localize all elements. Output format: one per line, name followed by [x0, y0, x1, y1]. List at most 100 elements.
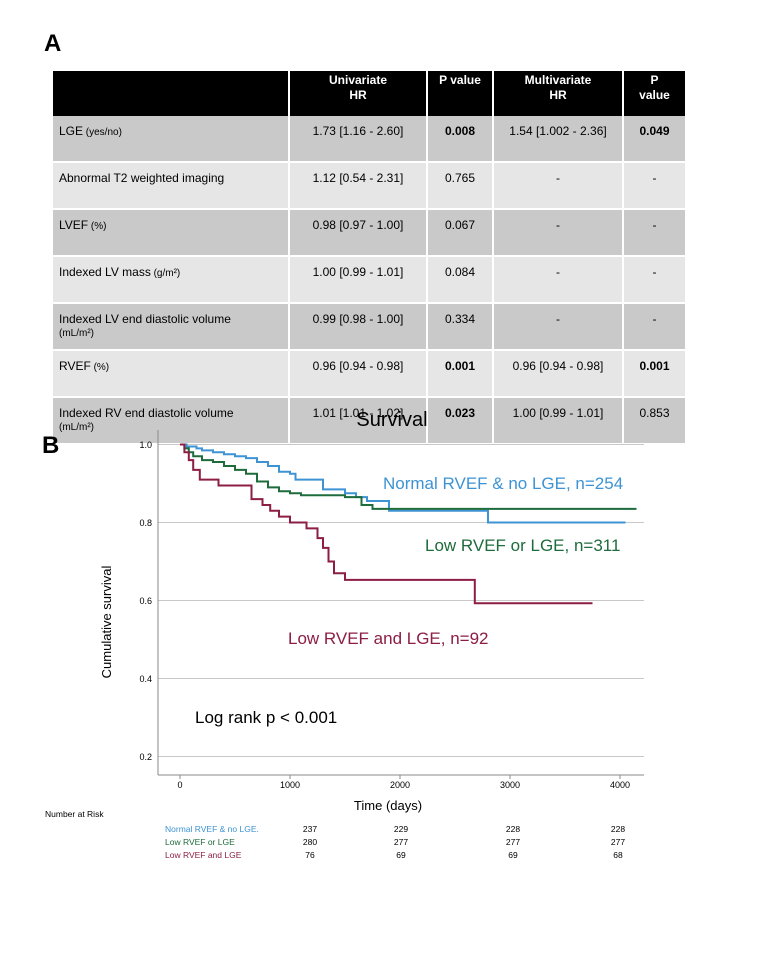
panel-label-b: B	[42, 432, 60, 459]
y-axis-label: Cumulative survival	[99, 566, 114, 679]
risk-count: 229	[393, 824, 409, 834]
multivariate-p-cell: 0.049	[623, 116, 685, 163]
chart-title: Survival	[356, 409, 427, 431]
row-label: LVEF	[59, 218, 89, 232]
multivariate-hr-cell: 0.96 [0.94 - 0.98]	[493, 350, 624, 398]
header-univariate-hr: Univariate HR	[289, 71, 428, 116]
row-label-cell: Indexed RV end diastolic volume (mL/m²)	[53, 397, 290, 445]
header-multivariate-p: P value	[623, 71, 685, 116]
risk-row-label: Low RVEF and LGE	[165, 850, 242, 860]
table-row: Indexed LV end diastolic volume (mL/m²) 0.…	[53, 303, 685, 351]
univariate-hr-cell: 1.12 [0.54 - 2.31]	[289, 162, 428, 210]
survival-curve-1	[180, 443, 637, 510]
panel-label-a: A	[44, 30, 62, 57]
x-tick-label: 1000	[280, 780, 300, 790]
table-header-row: Univariate HR P value Multivariate HR P …	[53, 71, 685, 116]
univariate-hr-cell: 1.01 [1.01 - 1.02]	[289, 397, 428, 445]
row-label-cell: LVEF (%)	[53, 209, 290, 257]
multivariate-p-cell: -	[623, 303, 685, 351]
multivariate-hr-cell: -	[493, 303, 624, 351]
risk-table-title: Number at Risk	[45, 809, 104, 819]
risk-count: 277	[393, 837, 409, 847]
header-variable	[53, 71, 290, 116]
table-row: Indexed LV mass (g/m²) 1.00 [0.99 - 1.01]…	[53, 256, 685, 304]
row-label: RVEF	[59, 359, 91, 373]
risk-count: 69	[396, 850, 406, 860]
table-row: Indexed RV end diastolic volume (mL/m²) 1.…	[53, 397, 685, 445]
row-label: LGE	[59, 124, 84, 138]
univariate-hr-cell: 0.98 [0.97 - 1.00]	[289, 209, 428, 257]
risk-count: 228	[610, 824, 626, 834]
row-label: Indexed LV end diastolic volume	[59, 312, 231, 326]
risk-count: 237	[302, 824, 318, 834]
row-unit: (mL/m²)	[59, 328, 94, 339]
x-tick-label: 2000	[390, 780, 410, 790]
y-tick-label: 0.6	[139, 596, 152, 606]
multivariate-p-cell: 0.001	[623, 350, 685, 398]
risk-count: 280	[302, 837, 318, 847]
x-axis-label: Time (days)	[354, 798, 422, 813]
table-row: LGE (yes/no) 1.73 [1.16 - 2.60] 0.008 1.54 …	[53, 116, 685, 163]
row-label-cell: Indexed LV mass (g/m²)	[53, 256, 290, 304]
row-unit: (yes/no)	[83, 127, 122, 138]
multivariate-hr-cell: -	[493, 162, 624, 210]
row-label: Abnormal T2 weighted imaging	[59, 171, 225, 185]
y-tick-label: 0.2	[139, 752, 152, 762]
y-tick-label: 1.0	[139, 440, 152, 450]
risk-count: 76	[305, 850, 315, 860]
row-unit: (%)	[90, 362, 110, 373]
row-unit: (%)	[88, 221, 107, 232]
univariate-p-cell: 0.084	[427, 256, 494, 304]
risk-count: 228	[505, 824, 521, 834]
row-label-cell: Abnormal T2 weighted imaging	[53, 162, 290, 210]
hazard-ratio-table: Univariate HR P value Multivariate HR P …	[53, 71, 685, 445]
row-label: Indexed LV mass	[59, 265, 151, 279]
series-label: Normal RVEF & no LGE, n=254	[383, 474, 623, 493]
risk-row-label: Normal RVEF & no LGE.	[165, 824, 259, 834]
survival-chart: Survival 0.2 0.4 0.6 0.8 1.0 0 1000 2000 3000 4000…	[99, 409, 644, 813]
multivariate-hr-cell: 1.54 [1.002 - 2.36]	[493, 116, 624, 163]
survival-curve-2	[180, 443, 593, 605]
multivariate-p-cell: -	[623, 209, 685, 257]
univariate-p-cell: 0.067	[427, 209, 494, 257]
univariate-p-cell: 0.023	[427, 397, 494, 445]
row-label-cell: Indexed LV end diastolic volume (mL/m²)	[53, 303, 290, 351]
table-row: RVEF (%) 0.96 [0.94 - 0.98] 0.001 0.96 [0.9…	[53, 350, 685, 398]
header-multivariate-hr: Multivariate HR	[493, 71, 624, 116]
row-label: Indexed RV end diastolic volume	[59, 406, 234, 420]
x-tick-label: 4000	[610, 780, 630, 790]
x-tick-label: 0	[177, 780, 182, 790]
series-label: Low RVEF and LGE, n=92	[288, 629, 489, 648]
multivariate-hr-cell: -	[493, 209, 624, 257]
log-rank-annotation: Log rank p < 0.001	[195, 708, 337, 727]
risk-count: 68	[613, 850, 623, 860]
table-row: LVEF (%) 0.98 [0.97 - 1.00] 0.067- -	[53, 209, 685, 257]
univariate-hr-cell: 1.73 [1.16 - 2.60]	[289, 116, 428, 163]
x-tick-label: 3000	[500, 780, 520, 790]
risk-count: 277	[610, 837, 626, 847]
multivariate-p-cell: 0.853	[623, 397, 685, 445]
multivariate-p-cell: -	[623, 256, 685, 304]
row-label-cell: LGE (yes/no)	[53, 116, 290, 163]
univariate-hr-cell: 0.99 [0.98 - 1.00]	[289, 303, 428, 351]
risk-row-label: Low RVEF or LGE	[165, 837, 235, 847]
univariate-p-cell: 0.765	[427, 162, 494, 210]
table-row: Abnormal T2 weighted imaging 1.12 [0.54 -…	[53, 162, 685, 210]
univariate-p-cell: 0.001	[427, 350, 494, 398]
header-univariate-p: P value	[427, 71, 494, 116]
risk-count: 277	[505, 837, 521, 847]
univariate-hr-cell: 0.96 [0.94 - 0.98]	[289, 350, 428, 398]
univariate-p-cell: 0.008	[427, 116, 494, 163]
row-unit: (g/m²)	[150, 268, 181, 279]
y-tick-label: 0.8	[139, 518, 152, 528]
multivariate-p-cell: -	[623, 162, 685, 210]
y-tick-label: 0.4	[139, 674, 152, 684]
risk-count: 69	[508, 850, 518, 860]
multivariate-hr-cell: 1.00 [0.99 - 1.01]	[493, 397, 624, 445]
row-unit: (mL/m²)	[59, 422, 94, 433]
series-label: Low RVEF or LGE, n=311	[425, 536, 620, 555]
univariate-hr-cell: 1.00 [0.99 - 1.01]	[289, 256, 428, 304]
univariate-p-cell: 0.334	[427, 303, 494, 351]
row-label-cell: RVEF (%)	[53, 350, 290, 398]
multivariate-hr-cell: -	[493, 256, 624, 304]
